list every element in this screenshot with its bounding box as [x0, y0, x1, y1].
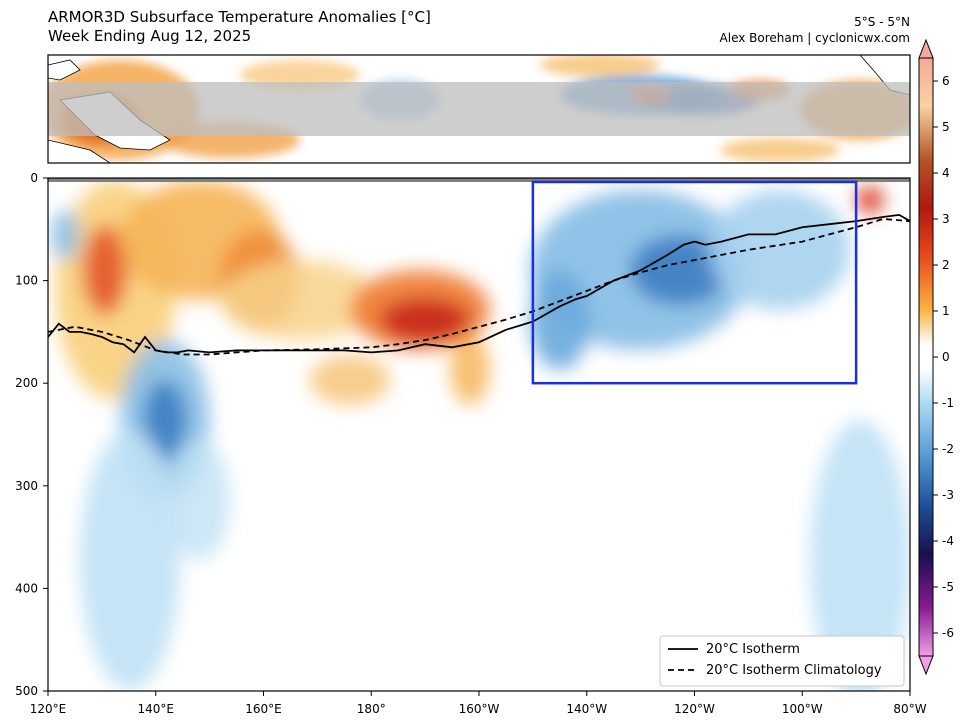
x-tick-label: 80°W: [893, 702, 926, 716]
author-credit: Alex Boreham | cyclonicwx.com: [719, 31, 910, 45]
equatorial-band: [48, 82, 910, 136]
colorbar-tick-label: 1: [942, 304, 950, 318]
y-tick-label: 200: [15, 376, 38, 390]
title-line-1: ARMOR3D Subsurface Temperature Anomalies…: [48, 8, 431, 26]
x-tick-label: 120°W: [674, 702, 715, 716]
colorbar-tick-label: 4: [942, 166, 950, 180]
isotherm-line: [48, 213, 910, 354]
chart-credit: 5°S - 5°N Alex Boreham | cyclonicwx.com: [720, 14, 910, 46]
colorbar-tick-label: -2: [942, 442, 954, 456]
main-panel: 120°E 140°E 160°E 180° 160°W 140°W 120°W 100°W 8…: [15, 171, 927, 716]
x-tick-label: 160°E: [245, 702, 282, 716]
land-australia: [48, 139, 111, 163]
x-tick-label: 120°E: [30, 702, 67, 716]
legend-box: [659, 635, 905, 687]
isotherm-climatology-line: [48, 218, 910, 356]
y-tick-label: 100: [15, 274, 38, 288]
legend: 20°C Isotherm 20°C Isotherm Climatology: [659, 635, 905, 687]
colorbar-tick-label: 0: [942, 350, 950, 364]
x-tick-label: 160°W: [459, 702, 500, 716]
colorbar-tick-label: 5: [942, 120, 950, 134]
colorbar-tick-label: 3: [942, 212, 950, 226]
title-line-2: Week Ending Aug 12, 2025: [48, 27, 252, 45]
colorbar-tick-label: -5: [942, 580, 954, 594]
x-tick-label: 140°W: [566, 702, 607, 716]
y-tick-label: 300: [15, 479, 38, 493]
colorbar-scale: [918, 57, 934, 657]
colorbar-tick-label: 2: [942, 258, 950, 272]
nino-region-box: [531, 180, 858, 385]
legend-item-climatology: 20°C Isotherm Climatology: [706, 663, 882, 678]
region-label: 5°S - 5°N: [854, 15, 910, 29]
colorbar: 6 5 4 3 2 1 0 -1 -2 -3 -4 -5 -6: [918, 38, 954, 676]
map-anomaly-field: [48, 55, 910, 163]
x-tick-label: 140°E: [138, 702, 175, 716]
colorbar-tick-label: 6: [942, 74, 950, 88]
map-panel: [47, 54, 911, 164]
colorbar-extend-bottom: [918, 655, 934, 676]
y-tick-label: 0: [30, 171, 38, 185]
land-philippines: [48, 59, 81, 81]
map-frame: [47, 54, 911, 164]
colorbar-ticks: 6 5 4 3 2 1 0 -1 -2 -3 -4 -5 -6: [933, 74, 954, 640]
y-tick-label: 400: [15, 581, 38, 595]
chart-title: ARMOR3D Subsurface Temperature Anomalies…: [48, 8, 431, 46]
colorbar-tick-label: -1: [942, 396, 954, 410]
x-axis: 120°E 140°E 160°E 180° 160°W 140°W 120°W 100°W 8…: [30, 691, 927, 716]
legend-item-isotherm: 20°C Isotherm: [706, 642, 800, 657]
anomaly-field: [48, 178, 910, 691]
colorbar-extend-top: [918, 38, 934, 59]
colorbar-tick-label: -6: [942, 626, 954, 640]
y-axis: 0 100 200 300 400 500: [15, 171, 48, 698]
colorbar-tick-label: -4: [942, 534, 954, 548]
y-tick-label: 500: [15, 684, 38, 698]
x-tick-label: 100°W: [782, 702, 823, 716]
x-tick-label: 180°: [357, 702, 386, 716]
colorbar-tick-label: -3: [942, 488, 954, 502]
